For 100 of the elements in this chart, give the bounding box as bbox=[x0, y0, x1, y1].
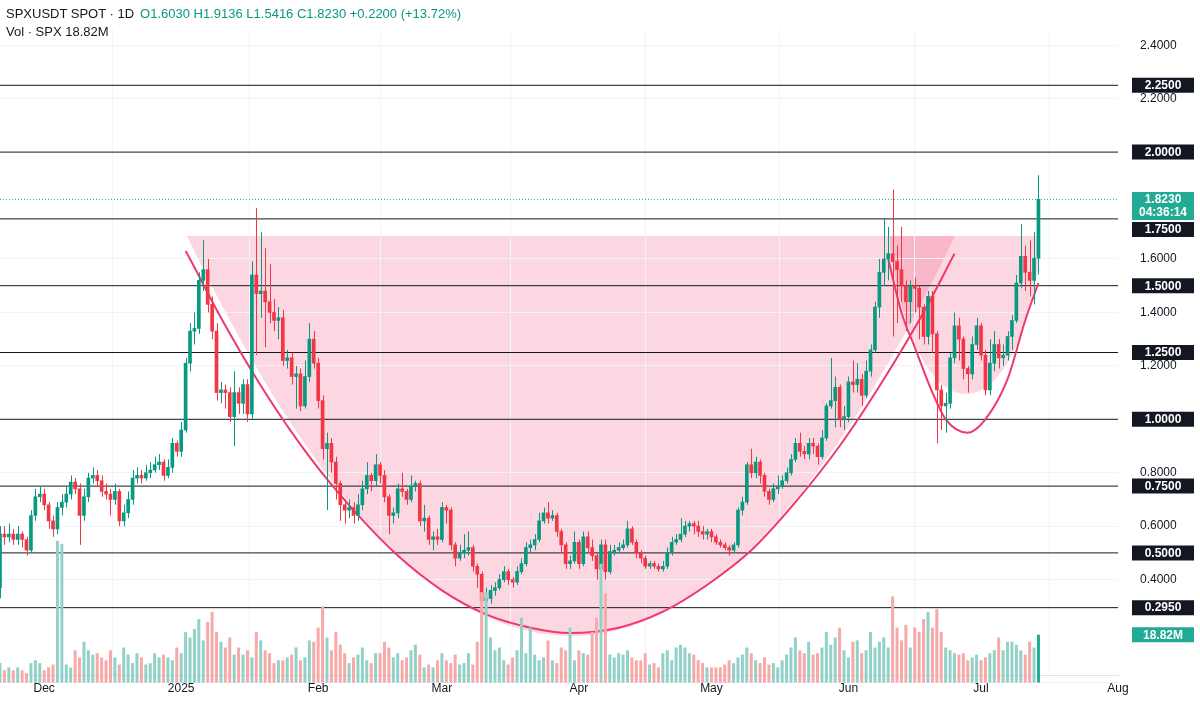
bar bbox=[922, 619, 926, 683]
bar bbox=[762, 657, 766, 683]
bar bbox=[263, 650, 267, 683]
bar bbox=[197, 619, 201, 683]
bar bbox=[409, 650, 413, 683]
bar bbox=[851, 641, 855, 683]
bar bbox=[16, 667, 20, 683]
bar bbox=[100, 657, 104, 683]
chart-subtitle: O1.6030 H1.9136 L1.5416 C1.8230 +0.2200 (+13.72%) bbox=[140, 6, 462, 21]
bar bbox=[449, 663, 453, 683]
bar bbox=[139, 657, 143, 683]
bar bbox=[108, 650, 112, 683]
bar bbox=[396, 653, 400, 683]
bar bbox=[250, 657, 254, 683]
bar bbox=[162, 654, 165, 683]
bar bbox=[877, 641, 881, 683]
bar bbox=[983, 657, 987, 683]
bar bbox=[405, 657, 409, 683]
bar bbox=[427, 664, 431, 683]
bar bbox=[135, 653, 139, 683]
y-tick-label: 2.2000 bbox=[1140, 90, 1178, 105]
bar bbox=[652, 663, 656, 683]
bar bbox=[701, 663, 705, 683]
ref-line-label: 1.2500 bbox=[1144, 345, 1182, 360]
bar bbox=[961, 653, 965, 683]
y-tick-label: 0.6000 bbox=[1140, 518, 1178, 533]
bar bbox=[497, 647, 501, 683]
bar bbox=[926, 612, 930, 683]
bar bbox=[908, 647, 912, 683]
bar bbox=[25, 673, 29, 683]
bar bbox=[754, 660, 758, 683]
candlestick bbox=[705, 528, 709, 541]
bar bbox=[979, 660, 983, 683]
bar bbox=[285, 657, 289, 683]
bar bbox=[1032, 647, 1036, 683]
chart-title: SPXUSDT SPOT · 1D bbox=[6, 6, 135, 21]
bar bbox=[95, 653, 99, 683]
bar bbox=[321, 606, 325, 683]
bar bbox=[241, 654, 245, 683]
bar bbox=[422, 667, 426, 683]
bar bbox=[581, 653, 585, 683]
bar bbox=[170, 660, 174, 683]
x-tick-label: Aug bbox=[1107, 681, 1129, 696]
bar bbox=[674, 647, 678, 683]
candlestick bbox=[652, 560, 656, 570]
bar bbox=[975, 654, 979, 683]
bar bbox=[709, 667, 713, 683]
bar bbox=[970, 657, 974, 683]
bar bbox=[939, 631, 943, 683]
bar bbox=[33, 660, 37, 683]
bar bbox=[259, 640, 263, 683]
bar bbox=[0, 663, 2, 683]
bar bbox=[564, 650, 568, 683]
bar bbox=[718, 667, 722, 683]
bar bbox=[687, 653, 691, 683]
y-tick-label: 0.4000 bbox=[1140, 571, 1178, 586]
bar bbox=[175, 647, 179, 683]
bar bbox=[736, 657, 740, 683]
bar bbox=[807, 641, 811, 683]
ref-line-label: 1.7500 bbox=[1144, 222, 1182, 237]
bar bbox=[612, 657, 616, 683]
bar bbox=[153, 653, 157, 683]
bar bbox=[352, 657, 356, 683]
bar bbox=[727, 660, 731, 683]
bar bbox=[555, 663, 559, 683]
bar bbox=[413, 644, 417, 683]
bar bbox=[2, 670, 6, 683]
bar bbox=[1010, 641, 1014, 683]
bar bbox=[519, 617, 523, 683]
bar bbox=[122, 647, 126, 683]
bar bbox=[568, 627, 572, 683]
bar bbox=[634, 660, 638, 683]
bar bbox=[219, 641, 223, 683]
ref-line-label: 1.5000 bbox=[1144, 278, 1182, 293]
bar bbox=[113, 657, 117, 683]
bar bbox=[254, 631, 258, 683]
bar bbox=[51, 664, 55, 683]
bar bbox=[73, 650, 77, 683]
bar bbox=[621, 654, 625, 683]
y-tick-label: 1.6000 bbox=[1140, 251, 1178, 266]
bar bbox=[60, 543, 64, 683]
candlestick bbox=[400, 472, 404, 498]
bar bbox=[550, 660, 554, 683]
bar bbox=[953, 653, 956, 683]
bar bbox=[484, 592, 488, 683]
bar bbox=[334, 631, 338, 683]
x-tick-label: Apr bbox=[569, 681, 589, 696]
bar bbox=[369, 663, 373, 683]
bar bbox=[86, 650, 90, 683]
bar bbox=[546, 640, 550, 683]
y-tick-label: 1.2000 bbox=[1140, 358, 1178, 373]
bar bbox=[458, 664, 462, 683]
bar bbox=[431, 667, 435, 683]
bar bbox=[382, 641, 386, 683]
annotation: Vol · SPX 18.82M bbox=[6, 23, 110, 41]
bar bbox=[838, 627, 842, 683]
x-tick-label: Dec bbox=[33, 681, 55, 696]
x-tick-label: 2025 bbox=[167, 681, 195, 696]
bar bbox=[1036, 634, 1040, 683]
bar bbox=[418, 654, 422, 683]
